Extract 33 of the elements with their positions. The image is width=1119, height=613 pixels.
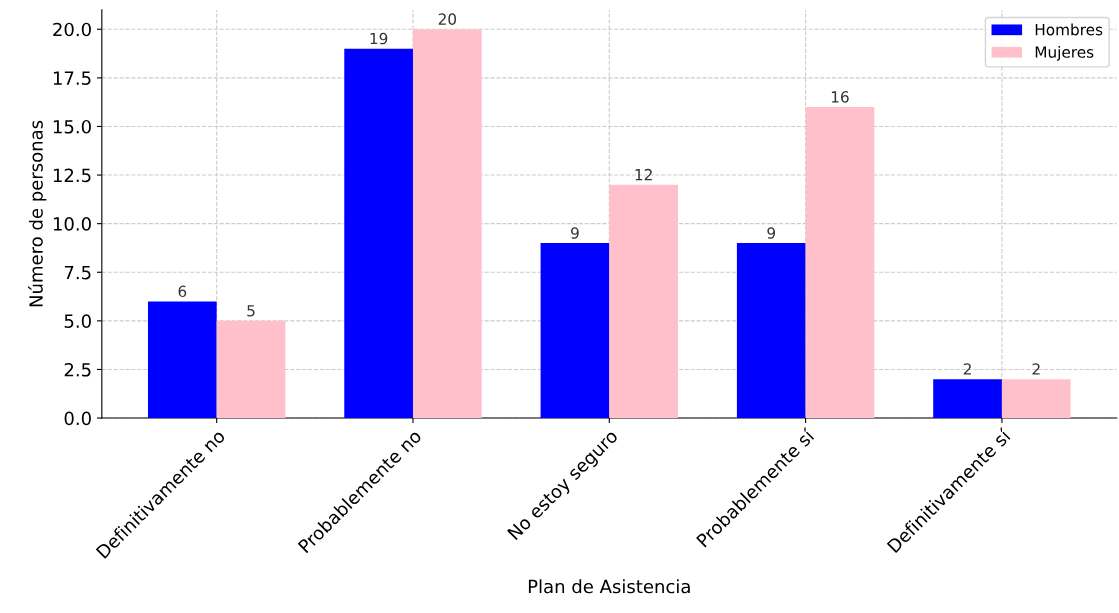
data-label: 5 bbox=[247, 305, 255, 317]
y-tick-label: 15.0 bbox=[53, 119, 91, 134]
bar bbox=[805, 107, 875, 419]
data-label: 19 bbox=[370, 32, 388, 45]
data-label: 2 bbox=[1032, 363, 1040, 375]
y-tick-label: 2.5 bbox=[64, 362, 91, 377]
legend-label: Hombres bbox=[1035, 23, 1103, 36]
y-tick-label: 10.0 bbox=[53, 217, 91, 231]
bar bbox=[736, 243, 806, 419]
y-tick-label: 7.5 bbox=[64, 265, 91, 280]
bar bbox=[540, 243, 610, 419]
bar bbox=[216, 320, 286, 419]
bar bbox=[609, 184, 678, 419]
y-tick-label: 17.5 bbox=[53, 71, 91, 85]
data-label: 12 bbox=[635, 168, 652, 181]
bar bbox=[1001, 379, 1071, 419]
bar bbox=[344, 48, 413, 419]
legend-label: Mujeres bbox=[1035, 45, 1094, 61]
bar bbox=[147, 301, 217, 419]
y-tick-label: 12.5 bbox=[53, 168, 91, 183]
bar bbox=[412, 29, 482, 419]
data-label: 16 bbox=[831, 91, 849, 103]
data-label: 6 bbox=[178, 285, 187, 298]
y-tick-label: 0.0 bbox=[64, 411, 91, 426]
data-label: 2 bbox=[963, 363, 971, 375]
data-label: 9 bbox=[767, 227, 776, 239]
data-label: 9 bbox=[571, 227, 579, 239]
x-axis-title: Plan de Asistencia bbox=[528, 579, 690, 594]
y-axis-title: Número de personas bbox=[28, 120, 47, 307]
bar bbox=[933, 379, 1002, 419]
y-tick-label: 5.0 bbox=[64, 314, 91, 328]
data-label: 20 bbox=[438, 13, 457, 25]
y-tick-label: 20.0 bbox=[53, 22, 91, 37]
